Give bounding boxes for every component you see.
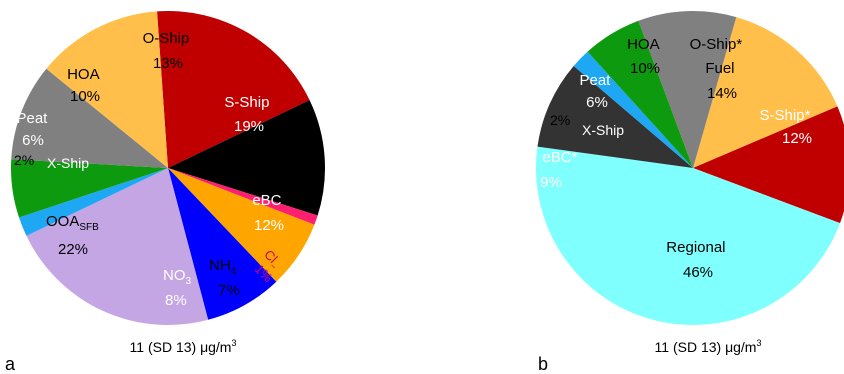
panel-label-a: a xyxy=(5,354,16,374)
slice-label-peat-a: Peat 6% xyxy=(16,110,51,149)
pie-chart-a xyxy=(10,10,326,325)
slice-label-ebc-b: eBC* 9% xyxy=(540,149,581,191)
pie-slice-s-ship xyxy=(157,10,310,169)
pie-slice-hoa xyxy=(11,68,168,168)
slice-label-x-ship-a: 2% X-Ship xyxy=(14,152,89,171)
slice-label-ooasfb: OOASFB 22% xyxy=(46,213,103,258)
pie-slice-x-ship xyxy=(573,51,693,168)
pie-slice-o-ship xyxy=(46,11,168,168)
pie-slice-ebc xyxy=(537,65,693,168)
pie-slice-nh4 xyxy=(168,168,315,282)
slice-label-hoa-a: HOA 10% xyxy=(67,66,103,105)
pie-slice-regional xyxy=(536,146,841,325)
pie-slice-cl xyxy=(168,168,318,225)
slice-label-o-ship: O-Ship 13% xyxy=(143,30,194,72)
slice-label-x-ship-b: 2% X-Ship xyxy=(550,112,624,138)
slice-label-peat-b: Peat 6% xyxy=(579,72,614,111)
chart-b-caption: 11 (SD 13) μg/m3 xyxy=(655,338,762,355)
pie-slice-no3 xyxy=(168,168,277,320)
slice-label-o-ship-fuel: O-Ship* Fuel 14% xyxy=(690,36,747,102)
slice-label-s-ship-b: S-Ship* 12% xyxy=(759,107,814,147)
pie-slice-peat xyxy=(10,159,169,218)
slice-label-cl: Cl− xyxy=(259,247,284,272)
slice-label-no3: NO3 8% xyxy=(163,267,195,309)
pie-slice-s-ship xyxy=(693,106,844,224)
pie-chart-b xyxy=(536,10,844,325)
slice-label-regional: Regional 46% xyxy=(666,239,729,281)
pie-slice-o-ship-fuel xyxy=(693,17,838,168)
slice-label-s-ship: S-Ship 19% xyxy=(224,94,273,135)
panel-label-b: b xyxy=(538,354,548,374)
pie-slice-peat xyxy=(587,20,693,169)
slice-label-ebc: eBC 12% xyxy=(252,192,285,234)
pie-slice-x-ship xyxy=(19,168,169,236)
pie-slice-ooasfb xyxy=(26,168,209,325)
chart-a-caption: 11 (SD 13) μg/m3 xyxy=(130,338,237,355)
pie-slice-hoa xyxy=(638,10,737,169)
slice-label-hoa-b: HOA 10% xyxy=(627,36,663,77)
pie-slice-ebc xyxy=(168,100,326,216)
slice-label-nh4: NH4 7% xyxy=(209,257,240,299)
